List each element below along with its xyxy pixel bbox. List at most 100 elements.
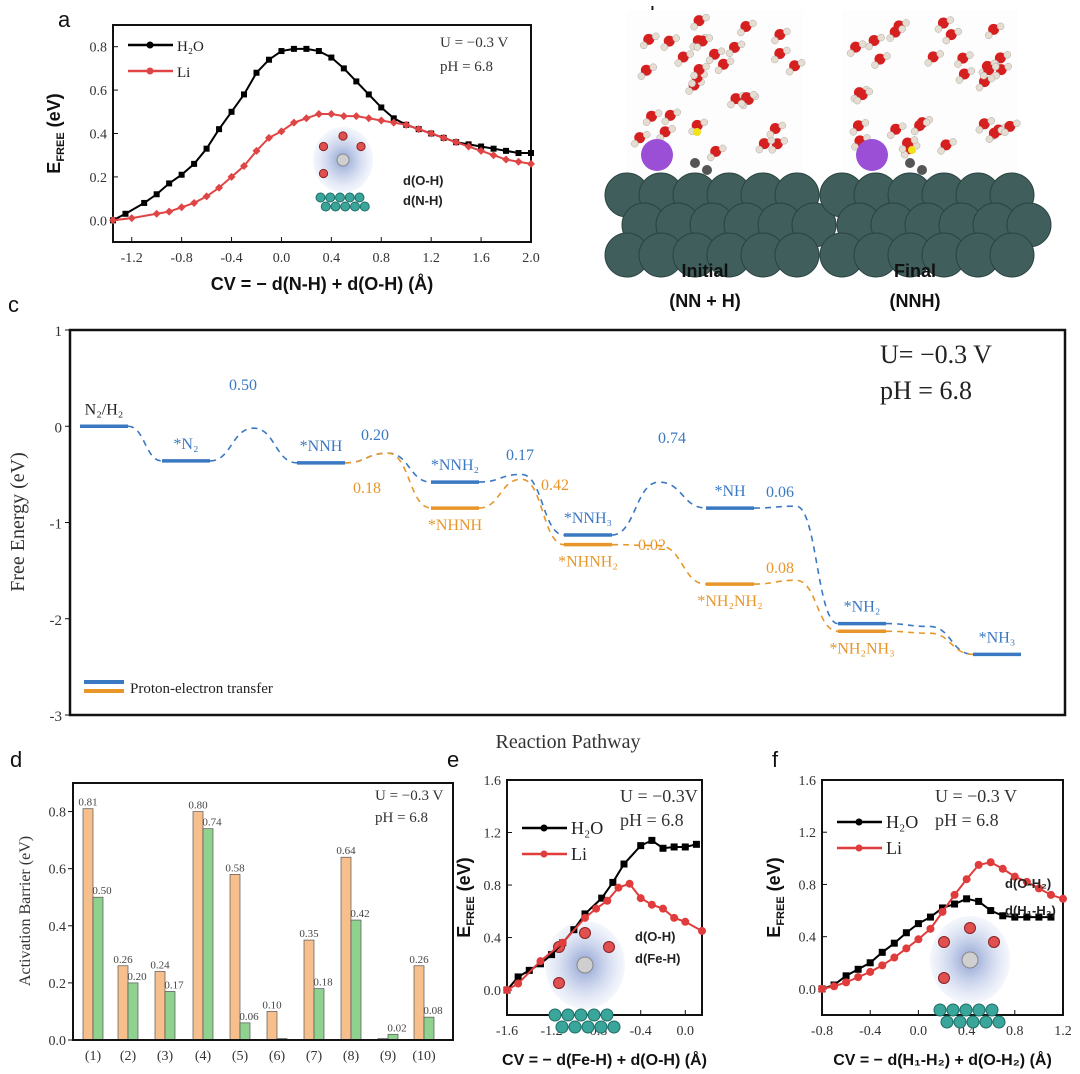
oxygen-atom-icon (789, 60, 801, 72)
condition-annotation: pH = 6.8 (935, 810, 999, 830)
x-tick-label: 1.6 (472, 251, 490, 266)
bar (82, 808, 94, 1041)
data-point (127, 214, 136, 223)
bar (313, 988, 325, 1041)
surface-atom-icon (548, 1008, 562, 1022)
bar (127, 982, 139, 1041)
y-label-unit: (eV) (454, 857, 474, 896)
hydrogen-atom-icon (668, 125, 676, 133)
hydrogen-atom-icon (899, 122, 907, 130)
bar (164, 991, 176, 1041)
inset-label: d(N-H) (403, 193, 443, 208)
oxygen-atom-icon (994, 52, 1006, 64)
data-point (1022, 877, 1031, 886)
data-point (202, 192, 211, 201)
y-tick-label: 0.4 (90, 128, 108, 143)
surface-atom-icon (335, 192, 345, 203)
data-point (681, 917, 690, 926)
hydrogen-atom-icon (1004, 62, 1012, 71)
surface-atom-icon (340, 201, 351, 212)
oxygen-atom-icon (983, 64, 995, 76)
data-point (998, 864, 1007, 873)
panel-label-f: f (772, 747, 779, 772)
data-point (636, 894, 645, 903)
hydrogen-atom-icon (861, 119, 870, 127)
level-label: *NHNH (428, 517, 483, 534)
li-atom-icon (641, 139, 673, 171)
hydrogen-atom-icon (987, 74, 996, 83)
y-axis-label: EFREE (eV) (764, 857, 787, 937)
condition-annotation: U = −0.3 V (440, 35, 508, 51)
data-point (890, 953, 899, 962)
hydrogen-atom-icon (975, 83, 984, 92)
surface-atom-icon (940, 1015, 954, 1029)
bar-value-label: 0.50 (92, 885, 112, 897)
hydrogen-atom-icon (640, 41, 648, 50)
metal-surface-atom-icon (774, 232, 820, 278)
data-point (603, 896, 612, 905)
data-point (558, 938, 567, 947)
data-point (489, 151, 498, 160)
water-molecule-icon (938, 936, 950, 948)
inset-label: d(Fe-H) (635, 951, 681, 966)
surface-atom-icon (354, 192, 365, 203)
x-tick-label: -1.6 (496, 1024, 518, 1039)
y-tick-label: 0.2 (90, 171, 108, 186)
oxygen-atom-icon (927, 51, 939, 63)
surface-atom-icon (992, 1015, 1006, 1029)
li-ion-icon (576, 956, 594, 974)
data-point (165, 207, 174, 216)
bar-value-label: 0.06 (239, 1011, 259, 1023)
li-ion-icon (336, 153, 350, 167)
surface-atom-icon (325, 192, 336, 203)
data-point (477, 146, 486, 155)
data-point (265, 56, 272, 63)
y-tick-label: -3 (50, 709, 63, 725)
legend-marker (540, 850, 548, 858)
bar (239, 1022, 251, 1041)
x-tick-label: 2.0 (522, 251, 540, 266)
data-point (1046, 890, 1055, 899)
data-point (670, 843, 678, 851)
oxygen-atom-icon (988, 127, 1000, 139)
barrier-label: 0.08 (766, 560, 794, 577)
y-tick-label: -2 (50, 613, 63, 629)
barrier-label: 0.50 (229, 377, 257, 394)
legend-label: Li (886, 838, 902, 858)
chart-e: -1.6 -1.2 -0.8 -0.4 0.00.00.40.81.21.6H₂OLiU… (454, 774, 707, 1069)
data-point (625, 879, 634, 888)
data-point (339, 112, 348, 121)
hydrogen-atom-icon (979, 71, 988, 80)
hydrogen-atom-icon (686, 50, 695, 58)
oxygen-atom-icon (709, 48, 721, 60)
level-label: *N₂ (173, 436, 198, 453)
hydrogen-atom-icon (898, 145, 907, 153)
y-tick-label: 0.2 (49, 977, 67, 992)
data-point (364, 114, 373, 123)
inset-label: d(H₁-H₂) (1005, 903, 1056, 918)
hydrogen-atom-icon (910, 136, 919, 144)
legend-label: H₂O (177, 39, 204, 55)
data-point (141, 199, 148, 206)
data-point (914, 920, 922, 928)
data-point (999, 912, 1007, 920)
bar-value-label: 0.64 (336, 845, 356, 857)
data-point (365, 91, 372, 98)
x-tick-label: 0.4 (323, 251, 341, 266)
oxygen-atom-icon (850, 41, 862, 53)
nitrogen-atom-icon (690, 158, 700, 168)
oxygen-atom-icon (1004, 120, 1016, 132)
y-tick-label: 0.8 (799, 878, 817, 893)
bar-value-label: 0.20 (127, 971, 147, 983)
data-point (1023, 913, 1031, 921)
oxygen-atom-icon (693, 64, 705, 76)
data-point (177, 203, 186, 212)
oxygen-atom-icon (852, 120, 864, 132)
y-axis-label: Free Energy (eV) (7, 452, 29, 592)
x-tick-label: -0.8 (171, 251, 193, 266)
data-point (340, 65, 347, 72)
hydrogen-atom-icon (766, 130, 775, 139)
chart-a: -1.2 -0.8 -0.4 0.0 0.4 0.8 1.2 1.6 2.0 0.0 0.2 0.4 0… (44, 24, 540, 294)
transition-path (344, 452, 432, 509)
hydrogen-atom-icon (785, 67, 794, 76)
